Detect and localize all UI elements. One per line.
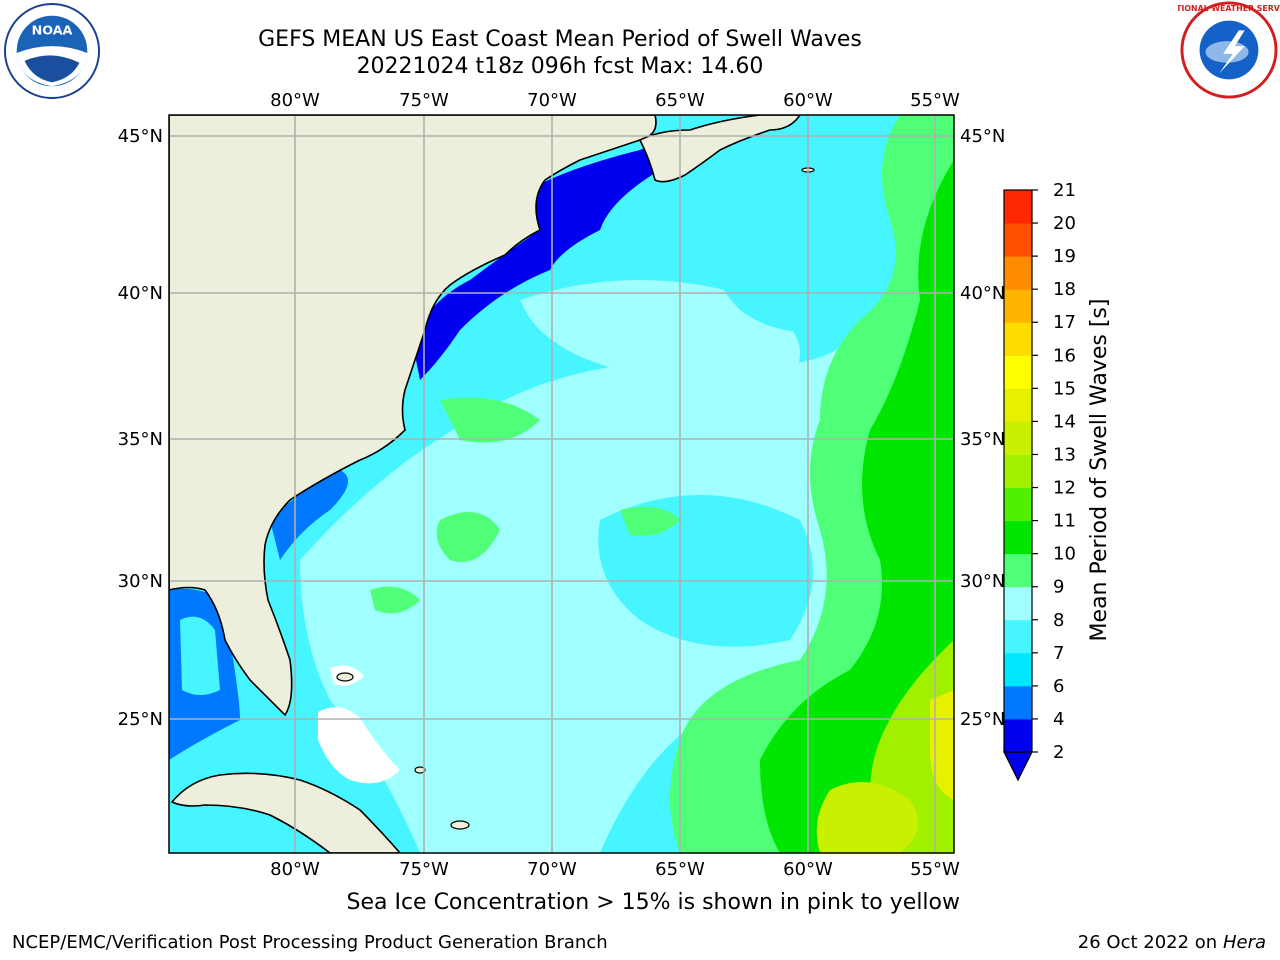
lat-ticks-left: 45°N 40°N 35°N 30°N 25°N [118,126,163,730]
colorbar-level-label: 9 [1053,577,1064,598]
swell-region-11s [760,160,954,853]
colorbar-segment [1004,421,1032,455]
colorbar-segment [1004,289,1032,323]
colorbar-segment [1004,487,1032,522]
lon-tick-label: 70°W [527,90,577,111]
colorbar-segment [1004,652,1032,687]
lat-tick-label: 25°N [118,709,163,730]
lat-tick-label: 25°N [960,709,1005,730]
lat-ticks-right: 45°N 40°N 35°N 30°N 25°N [960,126,1005,730]
lon-tick-label: 60°W [783,90,833,111]
sea-ice-note: Sea Ice Concentration > 15% is shown in … [346,890,960,915]
us-east-coast-land [169,115,657,717]
colorbar-level-label: 18 [1053,279,1076,300]
colorbar-segment [1004,586,1032,621]
colorbar-level-label: 8 [1053,610,1064,631]
lat-tick-label: 45°N [960,126,1005,147]
colorbar-segment [1004,355,1032,389]
cuba-land [170,772,402,853]
swell-patch [440,397,540,443]
lat-tick-label: 35°N [960,429,1005,450]
colorbar-level-label: 15 [1053,378,1076,399]
map-field [169,115,954,853]
colorbar-segment [1004,223,1032,257]
swell-region-13s [816,782,918,853]
colorbar-level-label: 7 [1053,643,1064,664]
lon-tick-label: 55°W [910,859,960,880]
colorbar: 2 4 6 7 8 9 10 11 12 13 14 15 16 17 18 19 20 21 [1003,180,1076,782]
colorbar-under-arrow [1003,751,1033,782]
noaa-logo: NOAA [3,2,101,100]
lon-tick-label: 65°W [655,90,705,111]
swell-patch [436,512,500,562]
lon-tick-label: 55°W [910,90,960,111]
colorbar-level-label: 20 [1053,213,1076,234]
colorbar-segment [1004,454,1032,489]
colorbar-level-label: 4 [1053,709,1064,730]
island [336,672,354,682]
nws-logo: NATIONAL WEATHER SERVICE [1178,1,1280,99]
colorbar-level-label: 21 [1053,180,1076,201]
swell-region-4s [270,470,348,560]
credit-line: NCEP/EMC/Verification Post Processing Pr… [12,932,608,953]
swell-region-9s [300,330,860,853]
swell-region-7s [180,616,220,695]
bahamas-bank [318,707,400,784]
colorbar-level-label: 11 [1053,511,1076,532]
swell-region-2s [412,147,660,380]
colorbar-level-label: 2 [1053,742,1064,763]
colorbar-level-label: 19 [1053,246,1076,267]
colorbar-title: Mean Period of Swell Waves [s] [1087,299,1112,642]
swell-patch [370,586,420,614]
map-graticule [169,115,954,853]
lon-ticks-bottom: 80°W 75°W 70°W 65°W 60°W 55°W [270,859,960,880]
lon-tick-label: 80°W [270,859,320,880]
date-line: 26 Oct 2022 on Hera [1078,932,1266,953]
colorbar-level-label: 13 [1053,444,1076,465]
lat-tick-label: 30°N [960,571,1005,592]
colorbar-segment [1004,322,1032,356]
lat-tick-label: 35°N [118,429,163,450]
lon-tick-label: 65°W [655,859,705,880]
colorbar-segment [1004,256,1032,290]
colorbar-segment [1004,520,1032,555]
colorbar-frame [1003,189,1033,753]
nws-logo-text: NATIONAL WEATHER SERVICE [1178,4,1280,13]
lon-ticks-top: 80°W 75°W 70°W 65°W 60°W 55°W [270,90,960,111]
lat-tick-label: 40°N [118,283,163,304]
swell-region-9s [520,280,800,384]
colorbar-segment [1004,553,1032,588]
colorbar-level-label: 14 [1053,411,1076,432]
lon-tick-label: 60°W [783,859,833,880]
colorbar-segment [1004,190,1032,224]
lon-tick-label: 80°W [270,90,320,111]
noaa-logo-text: NOAA [32,23,73,38]
colorbar-segment [1004,685,1032,720]
lat-tick-label: 30°N [118,571,163,592]
swell-patch [620,506,680,536]
island [450,820,470,830]
colorbar-level-label: 17 [1053,312,1076,333]
swell-region-14s [930,690,954,800]
colorbar-segment [1004,388,1032,422]
map-frame [168,114,955,854]
lon-tick-label: 75°W [399,90,449,111]
colorbar-segment [1004,718,1032,753]
colorbar-segment [1004,619,1032,654]
date-text: 26 Oct 2022 on [1077,932,1223,953]
island [414,766,426,774]
lat-tick-label: 45°N [118,126,163,147]
lon-tick-label: 70°W [527,859,577,880]
colorbar-level-label: 12 [1053,478,1076,499]
colorbar-level-label: 6 [1053,676,1064,697]
chart-title: GEFS MEAN US East Coast Mean Period of S… [258,27,862,52]
machine-name: Hera [1222,932,1266,953]
colorbar-level-label: 10 [1053,544,1076,565]
lon-tick-label: 75°W [399,859,449,880]
lat-tick-label: 40°N [960,283,1005,304]
swell-region-7s [713,222,867,333]
colorbar-level-label: 16 [1053,345,1076,366]
chart-subtitle: 20221024 t18z 096h fcst Max: 14.60 [356,54,764,79]
